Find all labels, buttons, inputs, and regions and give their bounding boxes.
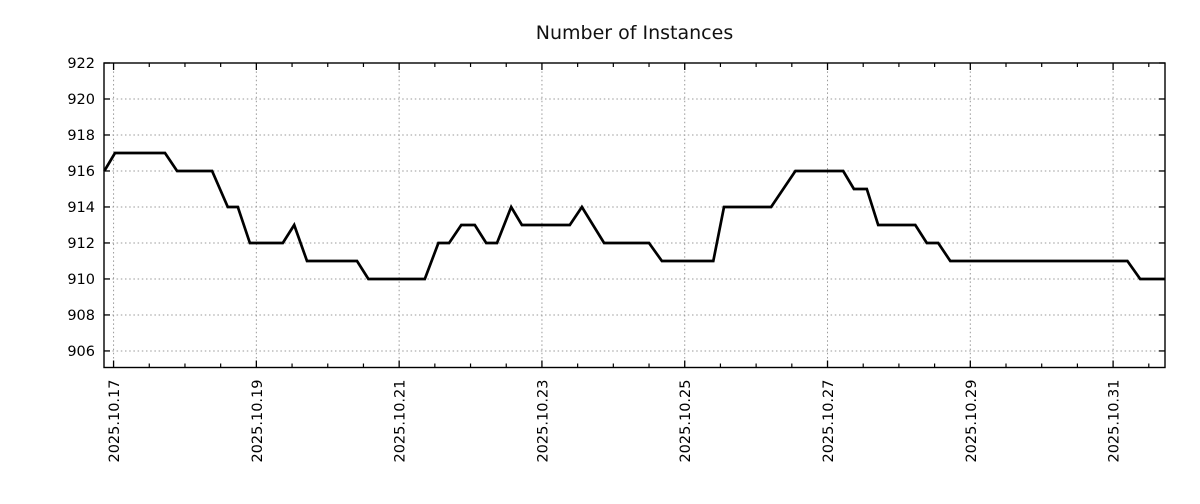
- plot-border: [103, 62, 1166, 369]
- y-tick-label: 920: [67, 92, 95, 108]
- chart-title: Number of Instances: [536, 22, 733, 44]
- y-tick-label: 912: [67, 236, 95, 252]
- x-tick-label: 2025.10.23: [535, 380, 551, 463]
- y-tick-label: 916: [67, 164, 95, 180]
- x-tick-label: 2025.10.19: [250, 380, 266, 463]
- y-tick-label: 906: [67, 344, 95, 360]
- data-series: [103, 151, 1166, 281]
- y-tick-label: 910: [67, 272, 95, 288]
- x-tick-labels: 2025.10.17 2025.10.19 2025.10.21 2025.10.23…: [107, 380, 1123, 463]
- gridlines: [104, 62, 1165, 368]
- series-line: [103, 151, 1166, 281]
- y-tick-labels: 906 908 910 912 914 916 918 920 922: [67, 56, 95, 360]
- y-tick-label: 918: [67, 128, 95, 144]
- y-tick-label: 922: [67, 56, 95, 72]
- x-tick-label: 2025.10.31: [1107, 380, 1123, 463]
- x-tick-label: 2025.10.21: [393, 380, 409, 463]
- x-tick-label: 2025.10.29: [964, 380, 980, 463]
- y-tick-label: 914: [67, 200, 95, 216]
- x-tick-label: 2025.10.25: [678, 380, 694, 463]
- x-tick-label: 2025.10.27: [821, 380, 837, 463]
- axes-and-ticks: [103, 62, 1166, 369]
- y-tick-label: 908: [67, 308, 95, 324]
- x-tick-label: 2025.10.17: [107, 380, 123, 463]
